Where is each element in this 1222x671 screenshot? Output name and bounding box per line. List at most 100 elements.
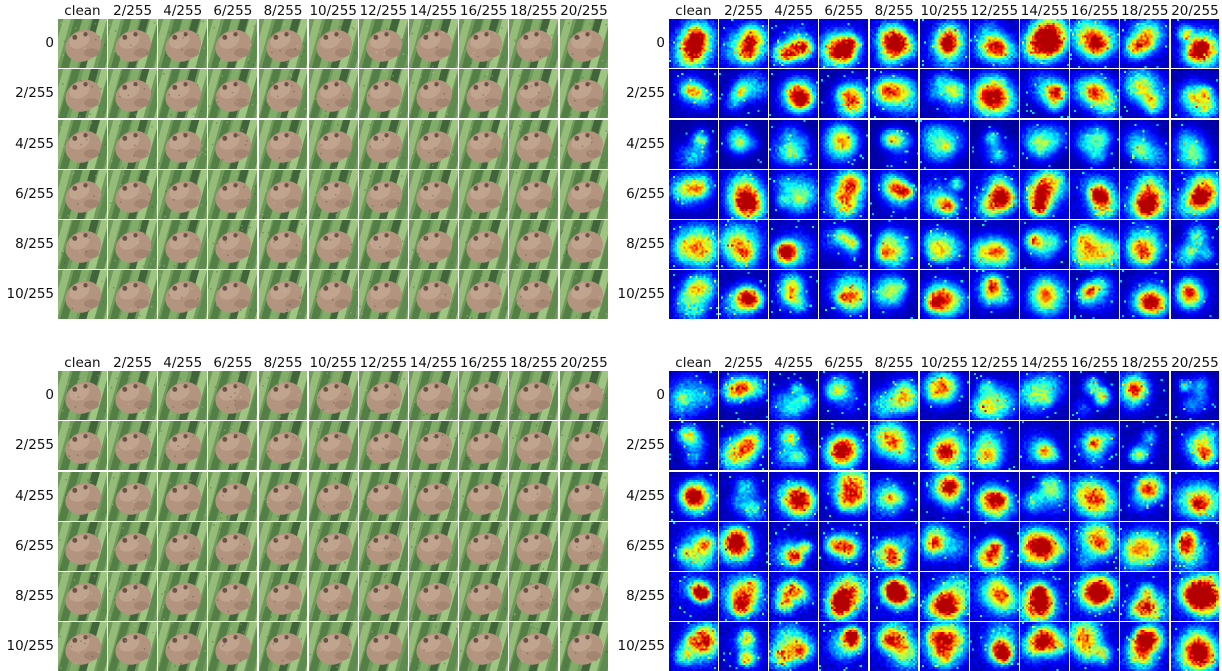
heatmap-cell — [819, 472, 868, 521]
heatmap-cell — [669, 472, 718, 521]
heatmap-cell — [1171, 572, 1220, 621]
frog-image-cell — [459, 421, 508, 470]
frog-image-cell — [309, 170, 358, 219]
frog-image-cell — [409, 120, 458, 169]
heatmap-cell — [1020, 19, 1069, 68]
heatmap-cell — [1171, 69, 1220, 118]
row-label: 0 — [609, 19, 665, 68]
heatmap-cell — [1171, 522, 1220, 571]
heatmap-cell — [870, 472, 919, 521]
heatmap-cell — [970, 421, 1019, 470]
heatmap-cell — [870, 220, 919, 269]
frog-image-cell — [208, 120, 257, 169]
heatmap-cell — [870, 120, 919, 169]
frog-image-cell — [309, 622, 358, 671]
heatmap-cell — [1020, 371, 1069, 420]
frog-image-cell — [459, 622, 508, 671]
heatmap-cell — [669, 270, 718, 319]
heatmap-cell — [870, 270, 919, 319]
frog-image-cell — [560, 69, 609, 118]
column-label: 20/255 — [554, 2, 615, 20]
frog-image-cell — [309, 572, 358, 621]
frog-image-cell — [259, 170, 308, 219]
frog-image-cell — [108, 421, 157, 470]
heatmap-cell — [769, 472, 818, 521]
heatmap-cell — [970, 120, 1019, 169]
frog-image-cell — [509, 371, 558, 420]
frog-image-cell — [208, 472, 257, 521]
frog-image-cell — [259, 421, 308, 470]
frog-image-cell — [58, 170, 107, 219]
frog-image-cell — [509, 421, 558, 470]
row-label: 2/255 — [609, 69, 665, 118]
heatmap-cell — [1020, 622, 1069, 671]
heatmap-cell — [870, 69, 919, 118]
heatmap-cell — [719, 572, 768, 621]
heatmap-cell — [970, 270, 1019, 319]
heatmap-cell — [1120, 421, 1169, 470]
frog-image-cell — [309, 19, 358, 68]
heatmap-cell — [920, 421, 969, 470]
frog-image-cell — [560, 572, 609, 621]
heatmap-cell — [870, 19, 919, 68]
heatmap-cell — [819, 69, 868, 118]
heatmap-cell — [1070, 220, 1119, 269]
frog-image-cell — [409, 472, 458, 521]
heatmap-cell — [920, 371, 969, 420]
heatmap-cell — [1020, 270, 1069, 319]
frog-image-cell — [309, 371, 358, 420]
frog-image-cell — [158, 421, 207, 470]
row-label: 2/255 — [609, 421, 665, 470]
frog-image-cell — [58, 69, 107, 118]
frog-image-cell — [560, 270, 609, 319]
frog-image-cell — [409, 270, 458, 319]
heatmap-cell — [719, 421, 768, 470]
frog-image-cell — [509, 522, 558, 571]
heatmap-cell — [719, 472, 768, 521]
row-label: 4/255 — [0, 120, 54, 169]
heatmap-cell — [819, 220, 868, 269]
heatmap-cell — [669, 522, 718, 571]
frog-image-cell — [58, 572, 107, 621]
row-label: 6/255 — [0, 170, 54, 219]
frog-image-cell — [359, 622, 408, 671]
frog-image-cell — [259, 522, 308, 571]
frog-image-cell — [58, 371, 107, 420]
frog-image-cell — [158, 19, 207, 68]
column-label: 20/255 — [1165, 2, 1222, 20]
heatmap-cell — [1070, 170, 1119, 219]
row-label: 4/255 — [609, 472, 665, 521]
heatmap-cell — [769, 220, 818, 269]
heatmap-cell — [970, 170, 1019, 219]
frog-image-cell — [58, 120, 107, 169]
frog-image-cell — [459, 170, 508, 219]
heatmap-cell — [1120, 220, 1169, 269]
frog-image-cell — [359, 69, 408, 118]
row-label: 8/255 — [609, 572, 665, 621]
frog-image-cell — [359, 421, 408, 470]
heatmap-cell — [1120, 472, 1169, 521]
heatmap-cell — [1120, 572, 1169, 621]
frog-image-cell — [259, 19, 308, 68]
heatmap-cell — [920, 19, 969, 68]
frog-image-cell — [409, 69, 458, 118]
heatmap-cell — [1020, 421, 1069, 470]
heatmap-cell — [769, 371, 818, 420]
frog-image-cell — [509, 472, 558, 521]
heatmap-cell — [870, 522, 919, 571]
frog-image-cell — [459, 69, 508, 118]
heatmap-cell — [920, 220, 969, 269]
frog-image-cell — [309, 522, 358, 571]
frog-image-cell — [409, 421, 458, 470]
heatmap-cell — [769, 622, 818, 671]
heatmap-cell — [719, 120, 768, 169]
frog-image-cell — [459, 572, 508, 621]
heatmap-cell — [1020, 472, 1069, 521]
heatmap-cell — [1171, 120, 1220, 169]
frog-image-cell — [108, 19, 157, 68]
frog-image-cell — [259, 572, 308, 621]
frog-image-cell — [309, 472, 358, 521]
heatmap-cell — [769, 572, 818, 621]
frog-image-cell — [108, 371, 157, 420]
heatmap-cell — [1171, 421, 1220, 470]
